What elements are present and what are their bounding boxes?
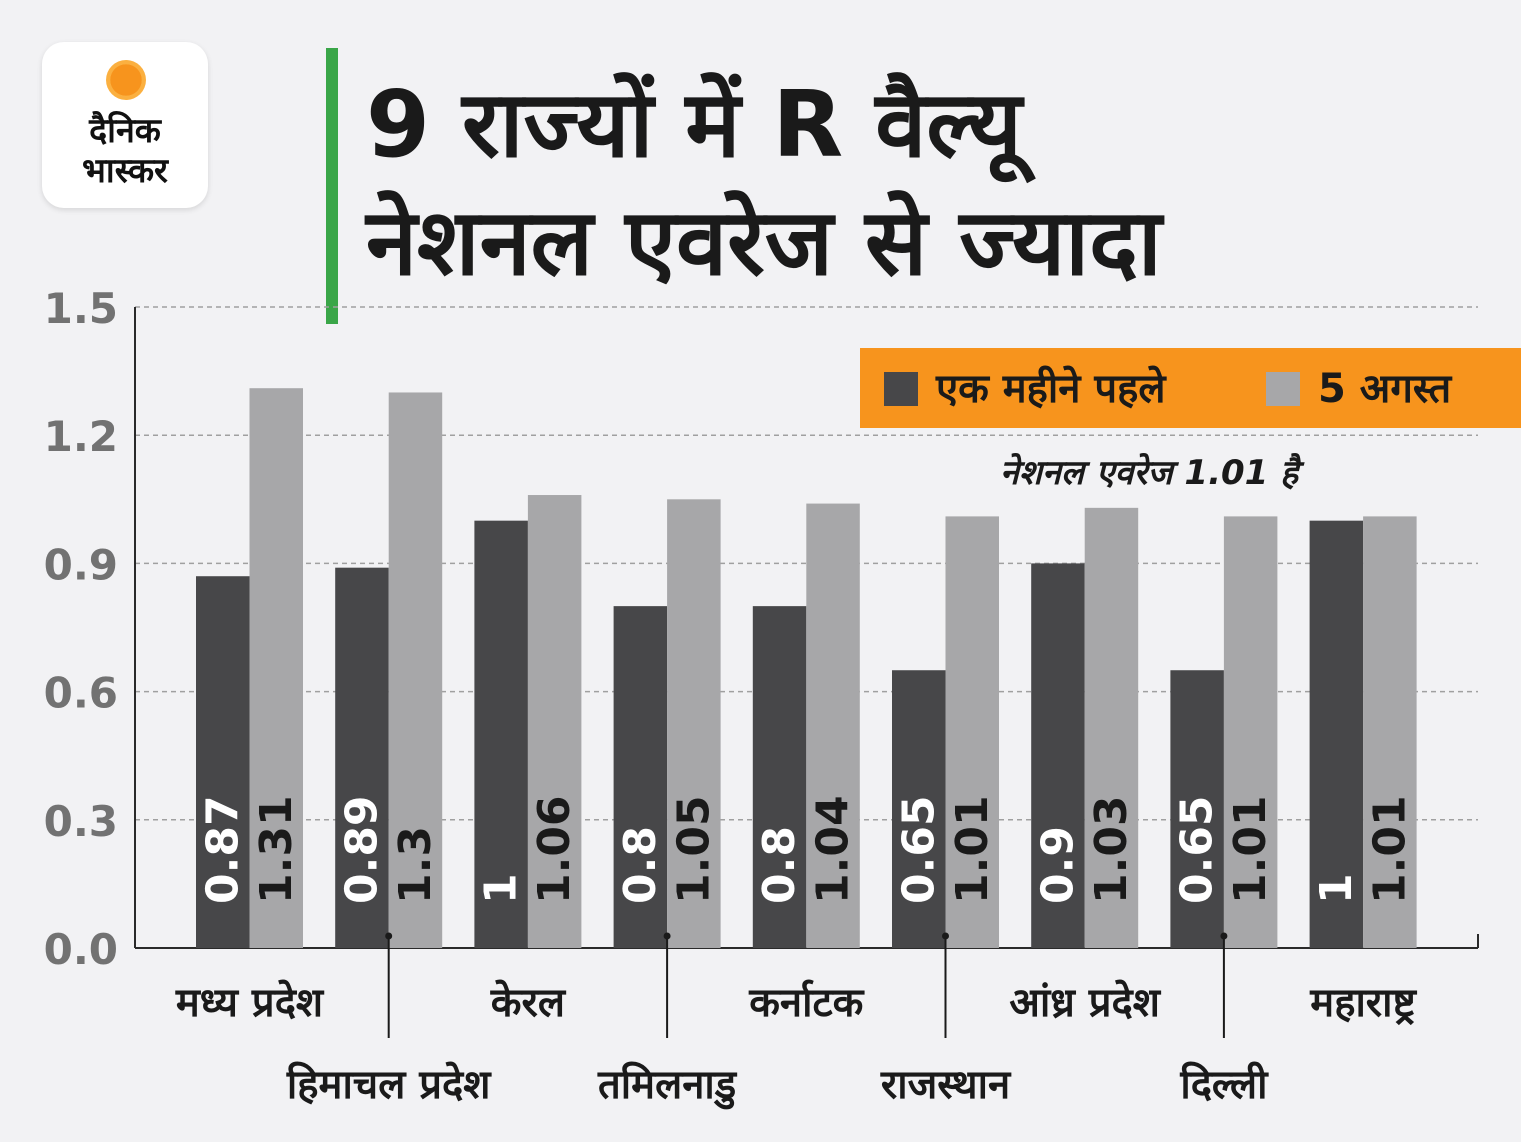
bar-value-label: 0.89 [336, 795, 387, 904]
category-label: हिमाचल प्रदेश [286, 1061, 492, 1108]
chart-title-line2: नेशनल एवरेज से ज्यादा [366, 189, 1162, 296]
category-label: महाराष्ट्र [1309, 980, 1417, 1026]
bar-month-ago [335, 567, 389, 948]
bar-aug5 [1084, 507, 1139, 948]
bar-value-label: 0.8 [615, 826, 666, 904]
bar-value-label: 0.8 [754, 826, 805, 904]
bar-value-label: 1.04 [808, 795, 859, 904]
title-accent-bar [326, 48, 338, 324]
national-average-note: नेशनल एवरेज 1.01 है [1000, 453, 1299, 493]
category-label: कर्नाटक [748, 979, 864, 1026]
y-tick-label: 0.0 [44, 925, 118, 974]
y-tick-label: 1.2 [44, 412, 118, 461]
bar-value-label: 1.01 [1364, 795, 1415, 904]
bar-value-label: 1.01 [947, 795, 998, 904]
category-label: राजस्थान [880, 1062, 1012, 1108]
category-label: तमिलनाडु [597, 1061, 738, 1110]
bar-month-ago [1309, 520, 1364, 948]
bar-month-ago [1031, 563, 1085, 948]
bar-aug5 [945, 516, 999, 948]
bar-value-label: 0.87 [197, 795, 248, 904]
y-tick-label: 1.5 [44, 284, 118, 333]
y-tick-label: 0.9 [44, 540, 118, 589]
chart-title: 9 राज्यों में R वैल्यू नेशनल एवरेज से ज्… [366, 66, 1486, 302]
y-tick-label: 0.6 [44, 669, 118, 718]
legend-label-series2: 5 अगस्त [1318, 366, 1452, 412]
bar-month-ago [892, 670, 946, 948]
chart-title-line1: 9 राज्यों में R वैल्यू [366, 71, 1022, 178]
bar-value-label: 1.06 [529, 795, 580, 904]
bar-aug5 [388, 392, 443, 948]
bar-month-ago [474, 520, 528, 948]
category-label: केरल [490, 979, 567, 1026]
bar-value-label: 1.05 [668, 795, 719, 904]
bar-month-ago [613, 606, 668, 948]
bar-aug5 [1223, 516, 1278, 948]
category-label: मध्य प्रदेश [175, 979, 325, 1026]
bar-aug5 [667, 499, 721, 948]
bar-value-label: 1.3 [390, 826, 441, 904]
bar-month-ago [752, 606, 807, 948]
sun-icon [106, 60, 146, 100]
brand-logo: दैनिक भास्कर [42, 42, 208, 208]
bar-value-label: 0.9 [1032, 826, 1083, 904]
category-label: दिल्ली [1179, 1061, 1269, 1108]
bar-value-label: 1.01 [1225, 795, 1276, 904]
bar-value-label: 0.65 [1172, 795, 1223, 904]
bar-value-label: 1 [1311, 873, 1362, 904]
bar-value-label: 1.31 [251, 795, 302, 904]
legend-label-series1: एक महीने पहले [936, 366, 1166, 412]
bar-value-label: 1.03 [1086, 795, 1137, 904]
bar-aug5 [527, 495, 582, 948]
brand-name-line2: भास्कर [82, 151, 168, 191]
legend-swatch-series1 [884, 372, 918, 406]
y-tick-label: 0.3 [44, 797, 118, 846]
legend-swatch-series2 [1266, 372, 1300, 406]
bar-aug5 [249, 388, 303, 948]
bar-aug5 [1363, 516, 1417, 948]
legend: एक महीने पहले 5 अगस्त [860, 348, 1521, 428]
brand-name-line1: दैनिक [89, 111, 161, 151]
bar-value-label: 0.65 [893, 795, 944, 904]
category-label: आंध्र प्रदेश [1009, 979, 1161, 1026]
bar-aug5 [806, 503, 860, 948]
bar-month-ago [1170, 670, 1224, 948]
bar-value-label: 1 [476, 873, 527, 904]
bar-month-ago [196, 576, 250, 948]
